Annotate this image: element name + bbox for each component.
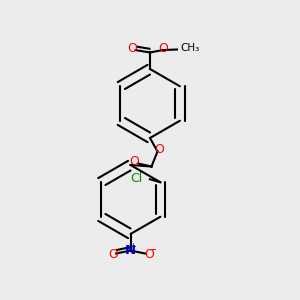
Text: O: O	[154, 142, 164, 156]
Text: N: N	[125, 244, 136, 257]
Text: +: +	[129, 242, 136, 251]
Text: O: O	[127, 42, 136, 55]
Text: CH₃: CH₃	[180, 43, 199, 53]
Text: O: O	[108, 248, 118, 261]
Text: O: O	[158, 42, 168, 55]
Text: Cl: Cl	[130, 172, 142, 185]
Text: O: O	[144, 248, 154, 261]
Text: −: −	[147, 245, 157, 256]
Text: O: O	[130, 155, 139, 169]
